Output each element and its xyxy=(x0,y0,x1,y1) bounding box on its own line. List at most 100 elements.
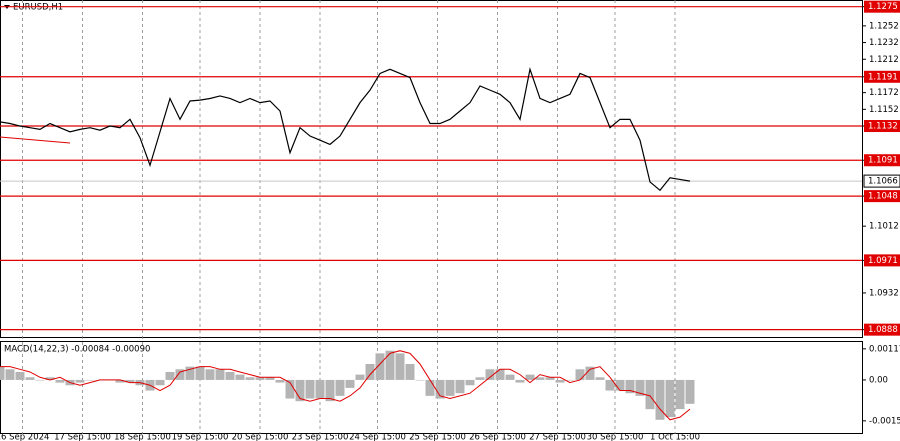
macd-bar xyxy=(75,379,85,383)
x-tick-label: 24 Sep 15:00 xyxy=(349,433,406,441)
level-label: 1.0971 xyxy=(868,256,898,266)
level-label: 1.1275 xyxy=(868,2,898,12)
macd-bar xyxy=(275,379,285,383)
level-label: 1.1091 xyxy=(868,156,898,166)
macd-bar xyxy=(165,371,175,380)
macd-bar xyxy=(585,366,595,380)
y-tick-label: 1.1012 xyxy=(869,222,899,232)
x-tick-label: 20 Sep 15:00 xyxy=(232,433,289,441)
macd-bar xyxy=(415,379,425,381)
macd-bar xyxy=(195,366,205,380)
x-tick-label: 18 Sep 15:00 xyxy=(114,433,171,441)
macd-bar xyxy=(85,379,95,381)
chart-title: EURUSD,H1 xyxy=(13,3,63,13)
macd-bar xyxy=(15,371,25,380)
level-label: 1.0888 xyxy=(868,325,898,335)
macd-bar xyxy=(545,377,555,380)
level-box xyxy=(864,254,900,267)
macd-bar xyxy=(455,379,465,394)
macd-bar xyxy=(335,379,345,396)
macd-bar xyxy=(405,363,415,380)
level-label: 1.1048 xyxy=(868,192,898,202)
y-tick-label: 1.1172 xyxy=(869,88,899,98)
macd-bar xyxy=(45,377,55,380)
signal-line xyxy=(0,350,691,421)
level-box xyxy=(864,120,900,133)
level-box xyxy=(864,70,900,83)
macd-bar xyxy=(685,379,695,404)
macd-bar xyxy=(0,366,5,380)
macd-bar xyxy=(115,379,125,383)
macd-bar xyxy=(255,377,265,380)
macd-bar xyxy=(525,374,535,380)
level-label: 1.1191 xyxy=(868,72,898,82)
macd-bar xyxy=(575,369,585,380)
macd-bar xyxy=(365,363,375,380)
macd-bar xyxy=(605,379,615,391)
x-tick-label: 25 Sep 15:00 xyxy=(409,433,466,441)
y-tick-label: 0.00 xyxy=(869,375,888,385)
level-box xyxy=(864,190,900,203)
macd-bar xyxy=(235,374,245,380)
y-tick-label: 1.1212 xyxy=(869,55,899,65)
y-tick-label: 0.00117 xyxy=(869,344,900,354)
macd-bar xyxy=(155,379,165,386)
macd-bar xyxy=(635,379,645,396)
macd-bar xyxy=(245,377,255,380)
level-box xyxy=(864,154,900,167)
macd-bar xyxy=(495,369,505,380)
macd-bar xyxy=(305,379,315,399)
macd-bar xyxy=(555,379,565,383)
y-tick-label: 1.1152 xyxy=(869,105,899,115)
macd-bar xyxy=(595,377,605,380)
macd-bar xyxy=(25,377,35,380)
macd-bar xyxy=(675,379,685,410)
macd-bar xyxy=(355,374,365,380)
macd-bar xyxy=(645,379,655,410)
macd-bar xyxy=(655,379,665,420)
macd-bar xyxy=(385,350,395,380)
macd-bar xyxy=(295,379,305,402)
macd-bar xyxy=(315,379,325,399)
macd-bar xyxy=(185,366,195,380)
x-tick-label: 30 Sep 15:00 xyxy=(587,433,644,441)
macd-title: MACD(14,22,3) -0.00084 -0.00090 xyxy=(4,345,150,355)
y-tick-label: 1.1252 xyxy=(869,21,899,31)
macd-bar xyxy=(435,379,445,399)
y-tick-label: -0.00154 xyxy=(869,416,900,426)
macd-bar xyxy=(535,377,545,380)
x-tick-label: 23 Sep 15:00 xyxy=(292,433,349,441)
x-tick-label: 1 Oct 15:00 xyxy=(650,433,700,441)
macd-bar xyxy=(215,369,225,380)
macd-bar xyxy=(665,379,675,418)
y-tick-label: 1.1232 xyxy=(869,38,899,48)
macd-bar xyxy=(425,379,435,396)
macd-bar xyxy=(445,379,455,396)
macd-bar xyxy=(125,379,135,383)
macd-bar xyxy=(285,379,295,399)
macd-bar xyxy=(225,371,235,380)
macd-bar xyxy=(615,379,625,391)
macd-bar xyxy=(485,369,495,380)
level-label: 1.1132 xyxy=(868,122,898,132)
x-tick-label: 16 Sep 2024 xyxy=(0,433,49,441)
macd-bar xyxy=(565,379,575,381)
macd-bar xyxy=(465,379,475,386)
macd-bar xyxy=(625,379,635,394)
macd-bar xyxy=(265,377,275,380)
price-line xyxy=(0,66,691,192)
x-tick-label: 27 Sep 15:00 xyxy=(529,433,586,441)
level-box xyxy=(864,0,900,13)
macd-bar xyxy=(5,369,15,380)
price-panel xyxy=(0,0,863,338)
macd-bar xyxy=(515,379,525,383)
x-tick-label: 17 Sep 15:00 xyxy=(54,433,111,441)
macd-bar xyxy=(55,379,65,383)
macd-bar xyxy=(205,369,215,380)
x-tick-label: 19 Sep 15:00 xyxy=(172,433,229,441)
macd-bar xyxy=(375,353,385,380)
macd-bar xyxy=(475,377,485,380)
macd-bar xyxy=(325,379,335,402)
x-tick-label: 26 Sep 15:00 xyxy=(469,433,526,441)
